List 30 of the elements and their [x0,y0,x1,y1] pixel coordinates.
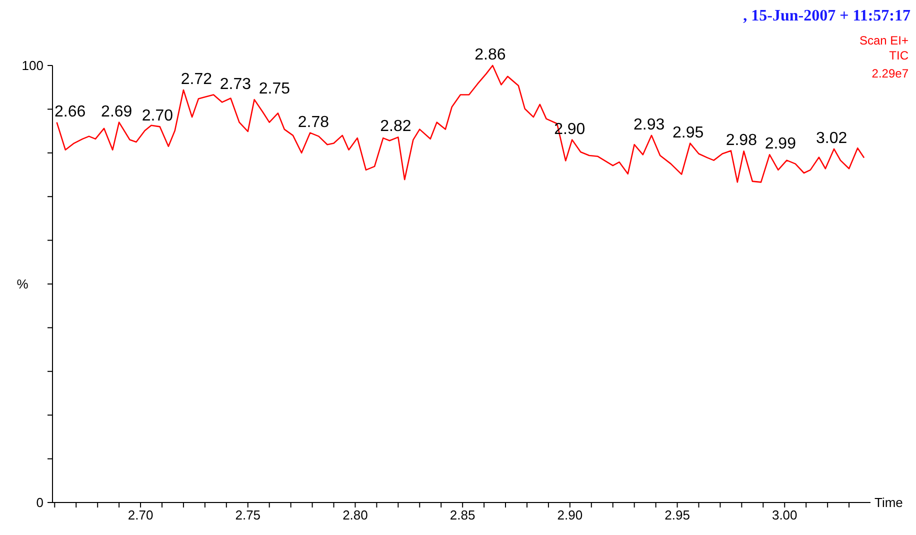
annotation: 2.86 [474,46,506,64]
annotation: 2.73 [220,76,252,93]
x-tick-label: 2.70 [128,508,154,522]
line-series [56,64,865,183]
annotation: 2.66 [54,103,86,120]
x-tick-label: 2.85 [450,508,476,522]
annotation: 2.75 [258,80,290,98]
text: , 15-Jun-2007 + 11:57:17 [743,8,910,24]
x-tick-label: 2.80 [342,508,368,522]
y-tick-label: 0 [36,495,44,510]
annotation: 2.93 [634,116,665,134]
y-tick-label: 100 [22,58,44,73]
x-tick-label: 3.00 [772,508,798,522]
annotation: 2.82 [380,118,412,136]
annotation: 2.95 [672,124,704,142]
x-tick-label: 2.75 [235,508,261,522]
x-tick-label: 2.95 [664,508,690,522]
text: 2.29e7 [872,66,909,80]
annotation: 2.98 [726,132,758,150]
y-axis-title: % [16,276,29,292]
annotation: 3.02 [816,130,848,147]
annotation: 2.78 [298,114,330,131]
x-tick-label: 2.90 [557,508,583,522]
annotation: 2.69 [101,103,132,120]
annotation: 2.72 [180,70,212,88]
text: Scan EI+ [859,34,908,48]
text: TIC [889,48,909,62]
annotation: 2.70 [142,108,174,125]
x-axis-title: Time [874,495,903,510]
annotation: 2.99 [764,136,796,153]
